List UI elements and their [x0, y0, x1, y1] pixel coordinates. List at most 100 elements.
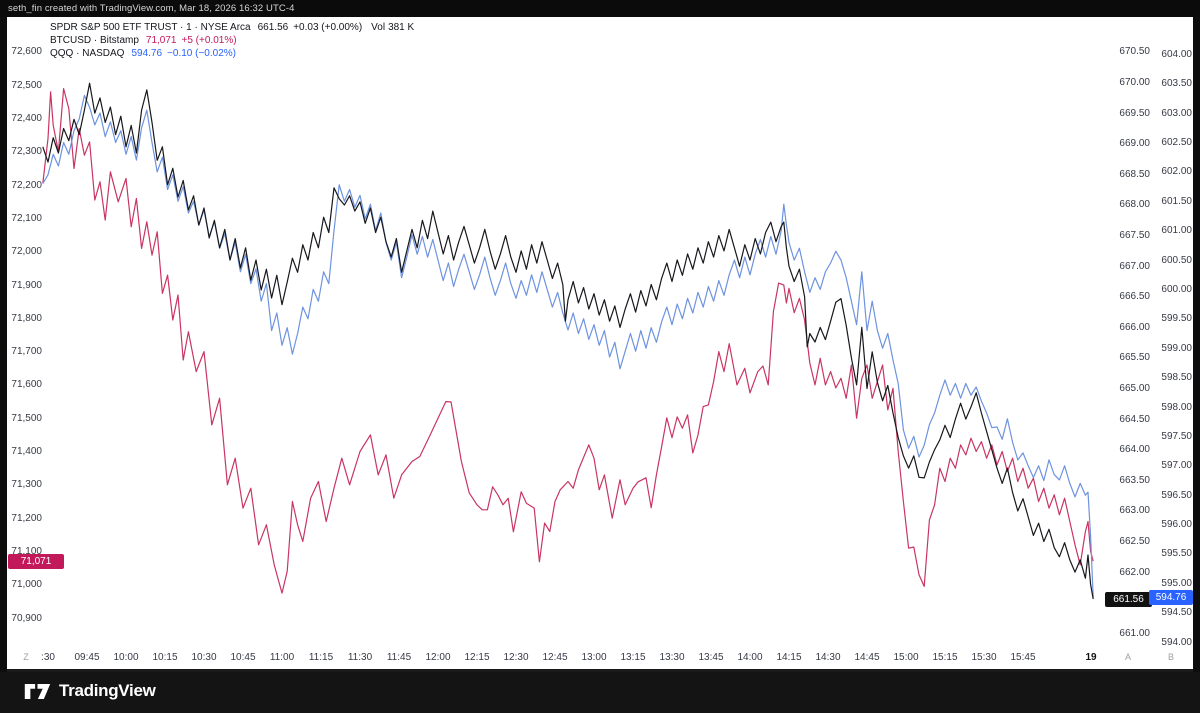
time-tick: 12:30: [503, 652, 529, 663]
axis-tick: 71,400: [11, 446, 42, 457]
axis-tick: 668.50: [1119, 169, 1150, 180]
chart-panel[interactable]: [7, 17, 1193, 672]
legend-symbol-qqq: QQQ · NASDAQ: [50, 48, 125, 59]
tradingview-wordmark: TradingView: [59, 681, 156, 700]
price-tag-btc: 71,071: [8, 554, 64, 569]
axis-tick: 597.50: [1161, 431, 1192, 442]
time-tick: 15:00: [893, 652, 919, 663]
axis-tick: 664.00: [1119, 444, 1150, 455]
legend-vol-value: 381 K: [388, 22, 415, 33]
axis-letter-b[interactable]: B: [1167, 652, 1174, 662]
time-tick: 15:45: [1010, 652, 1036, 663]
time-tick: 13:00: [581, 652, 607, 663]
axis-tick: 661.00: [1119, 628, 1150, 639]
legend-symbol-btc: BTCUSD · Bitstamp: [50, 35, 139, 46]
time-tick: 14:15: [776, 652, 802, 663]
axis-tick: 72,600: [11, 46, 42, 57]
legend-row-qqq[interactable]: QQQ · NASDAQ 594.76 −0.10 (−0.02%): [50, 47, 414, 60]
axis-tick: 72,200: [11, 180, 42, 191]
axis-tick: 594.50: [1161, 607, 1192, 618]
time-tick: 12:15: [464, 652, 490, 663]
legend-value-btc: 71,071: [145, 35, 177, 46]
tradingview-brand[interactable]: TradingView: [24, 681, 156, 701]
axis-tick: 595.50: [1161, 548, 1192, 559]
axis-tick: 596.50: [1161, 490, 1192, 501]
legend-change-spy: +0.03 (+0.00%): [293, 22, 363, 33]
axis-tick: 71,100: [11, 546, 42, 557]
time-tick: 11:30: [347, 652, 373, 663]
price-tag-qqq: 594.76: [1149, 590, 1193, 605]
footer: TradingView: [0, 672, 1200, 713]
time-tick: 11:45: [386, 652, 412, 663]
legend-value-qqq: 594.76: [131, 48, 163, 59]
legend-symbol-spy: SPDR S&P 500 ETF TRUST · 1 · NYSE Arca: [50, 22, 251, 33]
axis-tick: 71,000: [11, 579, 42, 590]
time-tick: 13:45: [698, 652, 724, 663]
timezone-z-label: Z: [23, 652, 29, 662]
axis-tick: 604.00: [1161, 49, 1192, 60]
axis-tick: 594.00: [1161, 637, 1192, 648]
credit-text: seth_fin created with TradingView.com, M…: [8, 3, 295, 14]
price-tag-spy: 661.56: [1105, 592, 1152, 607]
axis-tick: 72,500: [11, 80, 42, 91]
time-tick: 14:45: [854, 652, 880, 663]
axis-tick: 71,200: [11, 513, 42, 524]
time-tick: 19: [1085, 652, 1097, 663]
time-tick: 10:45: [230, 652, 256, 663]
axis-tick: 602.50: [1161, 137, 1192, 148]
top-bar: seth_fin created with TradingView.com, M…: [0, 0, 1200, 17]
axis-tick: 599.50: [1161, 313, 1192, 324]
axis-tick: 71,500: [11, 413, 42, 424]
axis-tick: 669.50: [1119, 108, 1150, 119]
axis-tick: 601.50: [1161, 196, 1192, 207]
legend-row-btc[interactable]: BTCUSD · Bitstamp 71,071 +5 (+0.01%): [50, 34, 414, 47]
axis-tick: 72,000: [11, 246, 42, 257]
time-tick: 12:00: [425, 652, 451, 663]
axis-tick: 665.00: [1119, 383, 1150, 394]
time-tick: 10:15: [152, 652, 178, 663]
axis-tick: 670.00: [1119, 77, 1150, 88]
legend: SPDR S&P 500 ETF TRUST · 1 · NYSE Arca 66…: [50, 21, 414, 60]
axis-tick: 603.00: [1161, 108, 1192, 119]
time-tick: 11:15: [308, 652, 334, 663]
axis-tick: 597.00: [1161, 460, 1192, 471]
axis-tick: 669.00: [1119, 138, 1150, 149]
axis-letter-a[interactable]: A: [1124, 652, 1131, 662]
time-tick: 14:30: [815, 652, 841, 663]
axis-tick: 602.00: [1161, 166, 1192, 177]
axis-tick: 662.00: [1119, 567, 1150, 578]
axis-tick: 665.50: [1119, 352, 1150, 363]
axis-tick: 598.00: [1161, 402, 1192, 413]
axis-tick: 670.50: [1119, 46, 1150, 57]
time-tick: 15:15: [932, 652, 958, 663]
axis-tick: 664.50: [1119, 414, 1150, 425]
axis-tick: 72,300: [11, 146, 42, 157]
axis-tick: 599.00: [1161, 343, 1192, 354]
axis-tick: 668.00: [1119, 199, 1150, 210]
tradingview-logo-icon: [24, 683, 51, 699]
axis-tick: 70,900: [11, 613, 42, 624]
axis-tick: 596.00: [1161, 519, 1192, 530]
axis-tick: 600.00: [1161, 284, 1192, 295]
time-tick: 13:15: [620, 652, 646, 663]
axis-tick: 666.50: [1119, 291, 1150, 302]
axis-tick: 667.50: [1119, 230, 1150, 241]
axis-tick: 603.50: [1161, 78, 1192, 89]
time-tick: :30: [41, 652, 55, 663]
time-tick: 12:45: [542, 652, 568, 663]
axis-tick: 72,100: [11, 213, 42, 224]
axis-tick: 595.00: [1161, 578, 1192, 589]
axis-tick: 600.50: [1161, 255, 1192, 266]
legend-value-spy: 661.56: [257, 22, 289, 33]
axis-tick: 72,400: [11, 113, 42, 124]
time-tick: 10:30: [191, 652, 217, 663]
legend-change-qqq: −0.10 (−0.02%): [167, 48, 236, 59]
axis-tick: 666.00: [1119, 322, 1150, 333]
time-tick: 10:00: [113, 652, 139, 663]
axis-tick: 667.00: [1119, 261, 1150, 272]
axis-tick: 71,300: [11, 479, 42, 490]
time-tick: 15:30: [971, 652, 997, 663]
legend-row-spy[interactable]: SPDR S&P 500 ETF TRUST · 1 · NYSE Arca 66…: [50, 21, 414, 34]
axis-tick: 662.50: [1119, 536, 1150, 547]
axis-tick: 71,900: [11, 280, 42, 291]
